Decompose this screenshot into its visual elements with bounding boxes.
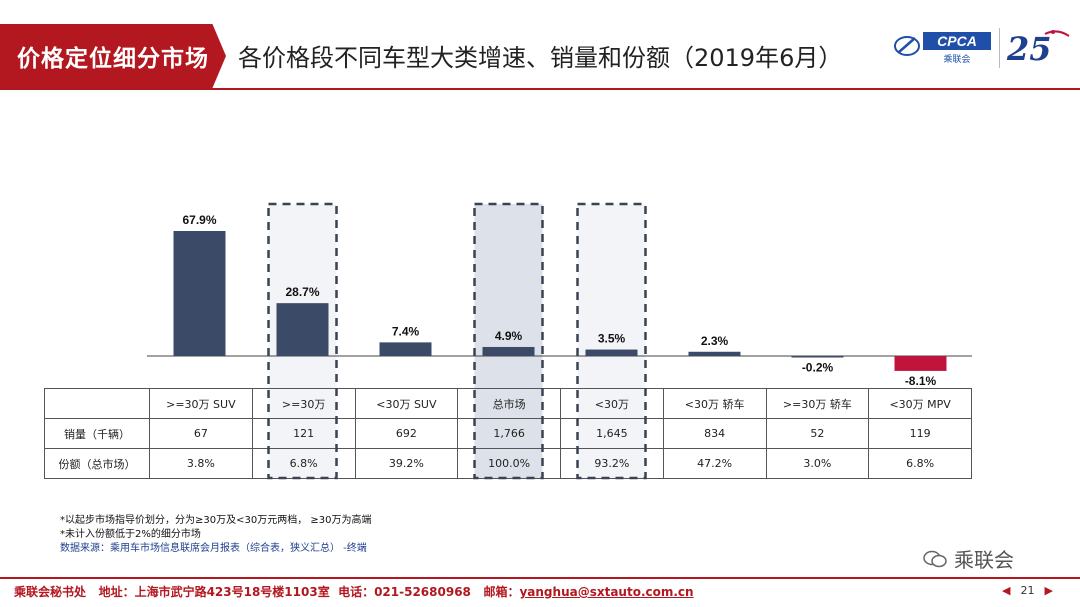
table-cell: 1,645 — [560, 418, 664, 449]
table-cell: 119 — [868, 418, 972, 449]
bar-value-label: -8.1% — [905, 374, 937, 388]
bar — [482, 346, 535, 356]
table-row-sales: 销量（千辆） 67 121 692 1,766 1,645 834 52 119 — [44, 418, 972, 449]
table-cell: 692 — [354, 418, 459, 449]
bar — [791, 356, 844, 358]
footer-phone: 电话：021-52680968 — [338, 585, 471, 599]
footnote-1: *以起步市场指导价划分，分为≥30万及<30万元两档， ≥30万为高端 — [60, 515, 372, 526]
logo-text: CPCA — [937, 33, 977, 49]
page-number: 21 — [1020, 584, 1035, 597]
watermark-text: 乘联会 — [954, 548, 1014, 572]
footnotes: *以起步市场指导价划分，分为≥30万及<30万元两档， ≥30万为高端 *未计入… — [60, 514, 372, 556]
cpca-logo: CPCA 乘联会 — [894, 32, 991, 65]
next-slide-icon[interactable]: ▶ — [1044, 584, 1053, 597]
slide-pager: ◀ 21 ▶ — [1002, 584, 1053, 597]
table-header-cell: <30万 轿车 — [662, 388, 767, 419]
section-label: 价格定位细分市场 — [0, 24, 226, 88]
table-cell: 121 — [251, 418, 356, 449]
slide-header: 价格定位细分市场 各价格段不同车型大类增速、销量和份额（2019年6月） CPC… — [0, 0, 1080, 90]
row-label: 份额（总市场） — [44, 448, 150, 479]
footer-org: 乘联会秘书处 — [14, 585, 87, 599]
anniversary-logo: 25 — [1006, 30, 1070, 68]
bar — [688, 351, 741, 356]
bar-value-label: -0.2% — [802, 361, 834, 375]
bar-value-label: 3.5% — [598, 332, 626, 346]
table-cell: 52 — [765, 418, 870, 449]
footnote-2: *未计入份额低于2%的细分市场 — [60, 529, 201, 540]
wechat-watermark: 乘联会 — [922, 544, 1014, 573]
bar-value-label: 4.9% — [495, 329, 523, 343]
svg-text:25: 25 — [1006, 30, 1052, 68]
table-cell: 39.2% — [354, 448, 459, 479]
segment-data-table: >=30万 SUV >=30万 <30万 SUV 总市场 <30万 <30万 轿… — [44, 388, 972, 479]
footer-divider — [0, 577, 1080, 579]
table-cell: 834 — [662, 418, 767, 449]
table-header-cell: >=30万 — [251, 388, 356, 419]
table-header-cell: >=30万 SUV — [149, 388, 253, 419]
bar-value-label: 2.3% — [701, 334, 729, 348]
table-cell: 3.0% — [765, 448, 870, 479]
footer-contact: 乘联会秘书处 地址：上海市武宁路423号18号楼1103室 电话：021-526… — [14, 583, 694, 600]
header-divider — [0, 88, 1080, 90]
wechat-icon — [923, 550, 947, 567]
bar — [585, 349, 638, 356]
table-cell: 67 — [149, 418, 253, 449]
table-header-cell: <30万 SUV — [354, 388, 459, 419]
bar-value-label: 7.4% — [392, 324, 420, 338]
row-label: 销量（千辆） — [44, 418, 150, 449]
logo-separator — [999, 28, 1000, 68]
prev-slide-icon[interactable]: ◀ — [1002, 584, 1011, 597]
table-header-cell: >=30万 轿车 — [765, 388, 870, 419]
table-cell: 3.8% — [149, 448, 253, 479]
bar-value-label: 67.9% — [182, 213, 216, 227]
footer-address: 地址：上海市武宁路423号18号楼1103室 — [98, 585, 330, 599]
bar — [894, 356, 947, 371]
data-source: 数据来源：乘用车市场信息联席会月报表（综合表，狭义汇总） -终端 — [60, 543, 367, 554]
bar — [379, 342, 432, 356]
table-header-row: >=30万 SUV >=30万 <30万 SUV 总市场 <30万 <30万 轿… — [44, 388, 972, 419]
logo-subtext: 乘联会 — [943, 53, 970, 65]
table-cell: 93.2% — [560, 448, 664, 479]
table-header-cell: <30万 — [560, 388, 664, 419]
table-header-cell: 总市场 — [457, 388, 561, 419]
table-cell: 100.0% — [457, 448, 561, 479]
bar — [173, 231, 226, 356]
table-header-cell: <30万 MPV — [868, 388, 972, 419]
table-cell: 6.8% — [868, 448, 972, 479]
bar — [276, 303, 329, 356]
table-cell: 47.2% — [662, 448, 767, 479]
slide-title: 各价格段不同车型大类增速、销量和份额（2019年6月） — [238, 44, 843, 72]
footer-email-link[interactable]: yanghua@sxtauto.com.cn — [519, 585, 694, 599]
footer-email-label: 邮箱： — [483, 585, 520, 599]
table-corner-cell — [44, 388, 150, 419]
bar-value-label: 28.7% — [285, 285, 319, 299]
table-cell: 6.8% — [251, 448, 356, 479]
table-row-share: 份额（总市场） 3.8% 6.8% 39.2% 100.0% 93.2% 47.… — [44, 448, 972, 479]
table-cell: 1,766 — [457, 418, 561, 449]
